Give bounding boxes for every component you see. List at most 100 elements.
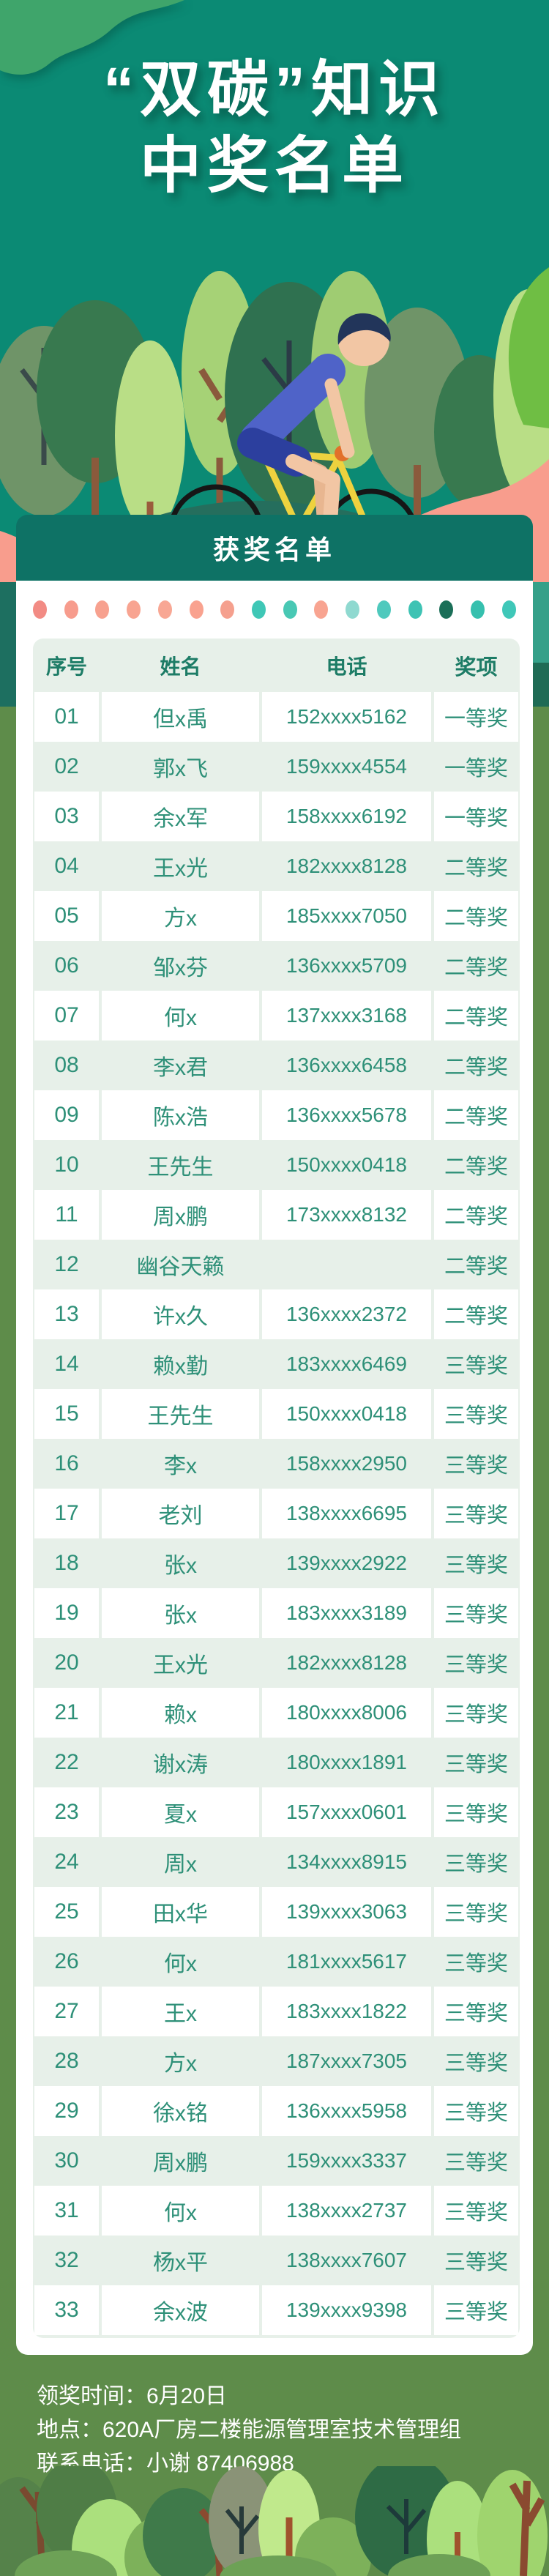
table-row: 19 张x 183xxxx3189 三等奖	[33, 1588, 520, 1638]
dot-decor	[408, 600, 422, 619]
section-title: 获奖名单	[212, 535, 336, 565]
cell-name: 徐x铭	[100, 2086, 261, 2136]
cell-name: 谢x涛	[153, 1753, 208, 1777]
table-row: 16 李x 158xxxx2950 三等奖	[33, 1439, 520, 1489]
table-row: 27 王x 183xxxx1822 三等奖	[33, 1987, 520, 2036]
cell-phone: 158xxxx6192	[261, 792, 433, 841]
cell-prize: 二等奖	[444, 1255, 508, 1278]
bottom-forest-decor	[0, 2466, 548, 2576]
table-row: 26 何x 181xxxx5617 三等奖	[33, 1937, 520, 1987]
dot-decor	[501, 600, 516, 619]
cell-no: 11	[33, 1190, 100, 1240]
cell-name: 李x	[164, 1454, 197, 1478]
cell-phone: 158xxxx2950	[285, 1452, 407, 1475]
cell-no: 15	[33, 1389, 100, 1439]
dot-decor	[314, 600, 329, 619]
cell-prize: 三等奖	[433, 2086, 520, 2136]
cell-no: 14	[54, 1352, 79, 1376]
table-row: 06 邹x芬 136xxxx5709 二等奖	[33, 941, 520, 991]
cell-name: 王先生	[100, 1389, 261, 1439]
cell-no: 26	[54, 1949, 79, 1973]
cell-no: 21	[33, 1688, 100, 1738]
dot-decor	[471, 600, 485, 619]
cell-prize: 三等奖	[444, 1653, 508, 1677]
section-header-bar: 获奖名单	[16, 515, 533, 581]
cell-name: 田x华	[100, 1887, 261, 1937]
cell-name: 张x	[164, 1554, 197, 1578]
cell-no: 08	[54, 1053, 79, 1077]
cell-phone: 182xxxx8128	[285, 1651, 407, 1674]
cell-prize: 一等奖	[433, 792, 520, 841]
cell-name: 张x	[100, 1588, 261, 1638]
cell-no: 28	[54, 2049, 79, 2073]
cell-phone: 138xxxx6695	[261, 1489, 433, 1538]
cell-no: 18	[54, 1551, 79, 1575]
cell-prize: 三等奖	[433, 1489, 520, 1538]
cell-no: 03	[33, 792, 100, 841]
cell-no: 31	[33, 2186, 100, 2236]
cell-phone: 138xxxx2737	[261, 2186, 433, 2236]
cell-no: 29	[33, 2086, 100, 2136]
cell-no: 33	[33, 2285, 100, 2335]
table-row: 30 周x鹏 159xxxx3337 三等奖	[33, 2136, 520, 2186]
cell-prize: 三等奖	[433, 1389, 520, 1439]
cell-name: 王x	[100, 1987, 261, 2036]
cell-prize: 三等奖	[433, 1588, 520, 1638]
table-row: 08 李x君 136xxxx6458 二等奖	[33, 1041, 520, 1090]
cell-no: 32	[54, 2248, 79, 2272]
cell-phone: 185xxxx7050	[261, 891, 433, 941]
table-row: 32 杨x平 138xxxx7607 三等奖	[33, 2236, 520, 2285]
table-header-row: 序号 姓名 电话 奖项	[33, 639, 520, 692]
table-row: 10 王先生 150xxxx0418 二等奖	[33, 1140, 520, 1190]
cell-prize: 三等奖	[433, 2186, 520, 2236]
cell-phone: 150xxxx0418	[261, 1389, 433, 1439]
col-header-name: 姓名	[160, 655, 201, 678]
cell-phone: 181xxxx5617	[285, 1950, 407, 1973]
winners-card: 序号 姓名 电话 奖项 01 但x禹 152xxxx5162 一等奖 02 郭x飞 159x…	[16, 581, 533, 2355]
corner-wave-decor	[0, 0, 184, 75]
dot-decor	[439, 600, 454, 619]
cell-name: 许x久	[100, 1289, 261, 1339]
table-row: 17 老刘 138xxxx6695 三等奖	[33, 1489, 520, 1538]
table-row: 25 田x华 139xxxx3063 三等奖	[33, 1887, 520, 1937]
dot-decor	[95, 600, 110, 619]
cell-name: 赖x	[100, 1688, 261, 1738]
cell-phone: 136xxxx6458	[285, 1054, 407, 1076]
table-row: 28 方x 187xxxx7305 三等奖	[33, 2036, 520, 2086]
cell-no: 13	[33, 1289, 100, 1339]
cell-no: 20	[54, 1650, 79, 1675]
cell-prize: 二等奖	[433, 991, 520, 1041]
cell-no: 05	[33, 891, 100, 941]
cell-name: 但x禹	[100, 692, 261, 742]
col-header-phone: 电话	[326, 655, 367, 678]
cell-no: 09	[33, 1090, 100, 1140]
cell-prize: 二等奖	[433, 1190, 520, 1240]
table-row: 15 王先生 150xxxx0418 三等奖	[33, 1389, 520, 1439]
cell-no: 12	[54, 1252, 79, 1276]
col-header-no: 序号	[45, 655, 87, 678]
cell-phone: 152xxxx5162	[261, 692, 433, 742]
cell-prize: 三等奖	[444, 1952, 508, 1976]
cell-name: 老刘	[100, 1489, 261, 1538]
cell-prize: 三等奖	[433, 1987, 520, 2036]
table-row: 18 张x 139xxxx2922 三等奖	[33, 1538, 520, 1588]
right-edge-decor	[533, 578, 549, 663]
cell-phone: 187xxxx7305	[285, 2050, 407, 2072]
cell-prize: 三等奖	[444, 1753, 508, 1776]
dot-decor	[157, 600, 172, 619]
cell-phone: 136xxxx5958	[261, 2086, 433, 2136]
table-row: 02 郭x飞 159xxxx4554 一等奖	[33, 742, 520, 792]
left-edge-decor	[0, 565, 16, 707]
table-row: 23 夏x 157xxxx0601 三等奖	[33, 1787, 520, 1837]
cell-name: 邹x芬	[153, 956, 208, 980]
cell-name: 李x君	[153, 1056, 208, 1080]
cell-name: 周x	[164, 1853, 197, 1877]
table-row: 05 方x 185xxxx7050 二等奖	[33, 891, 520, 941]
table-row: 09 陈x浩 136xxxx5678 二等奖	[33, 1090, 520, 1140]
table-row: 33 余x波 139xxxx9398 三等奖	[33, 2285, 520, 2335]
cell-name: 王先生	[147, 1155, 214, 1180]
page-title-line1: “双碳”知识	[102, 55, 446, 124]
cell-phone: 180xxxx1891	[285, 1751, 407, 1773]
cell-prize: 三等奖	[444, 1454, 508, 1478]
